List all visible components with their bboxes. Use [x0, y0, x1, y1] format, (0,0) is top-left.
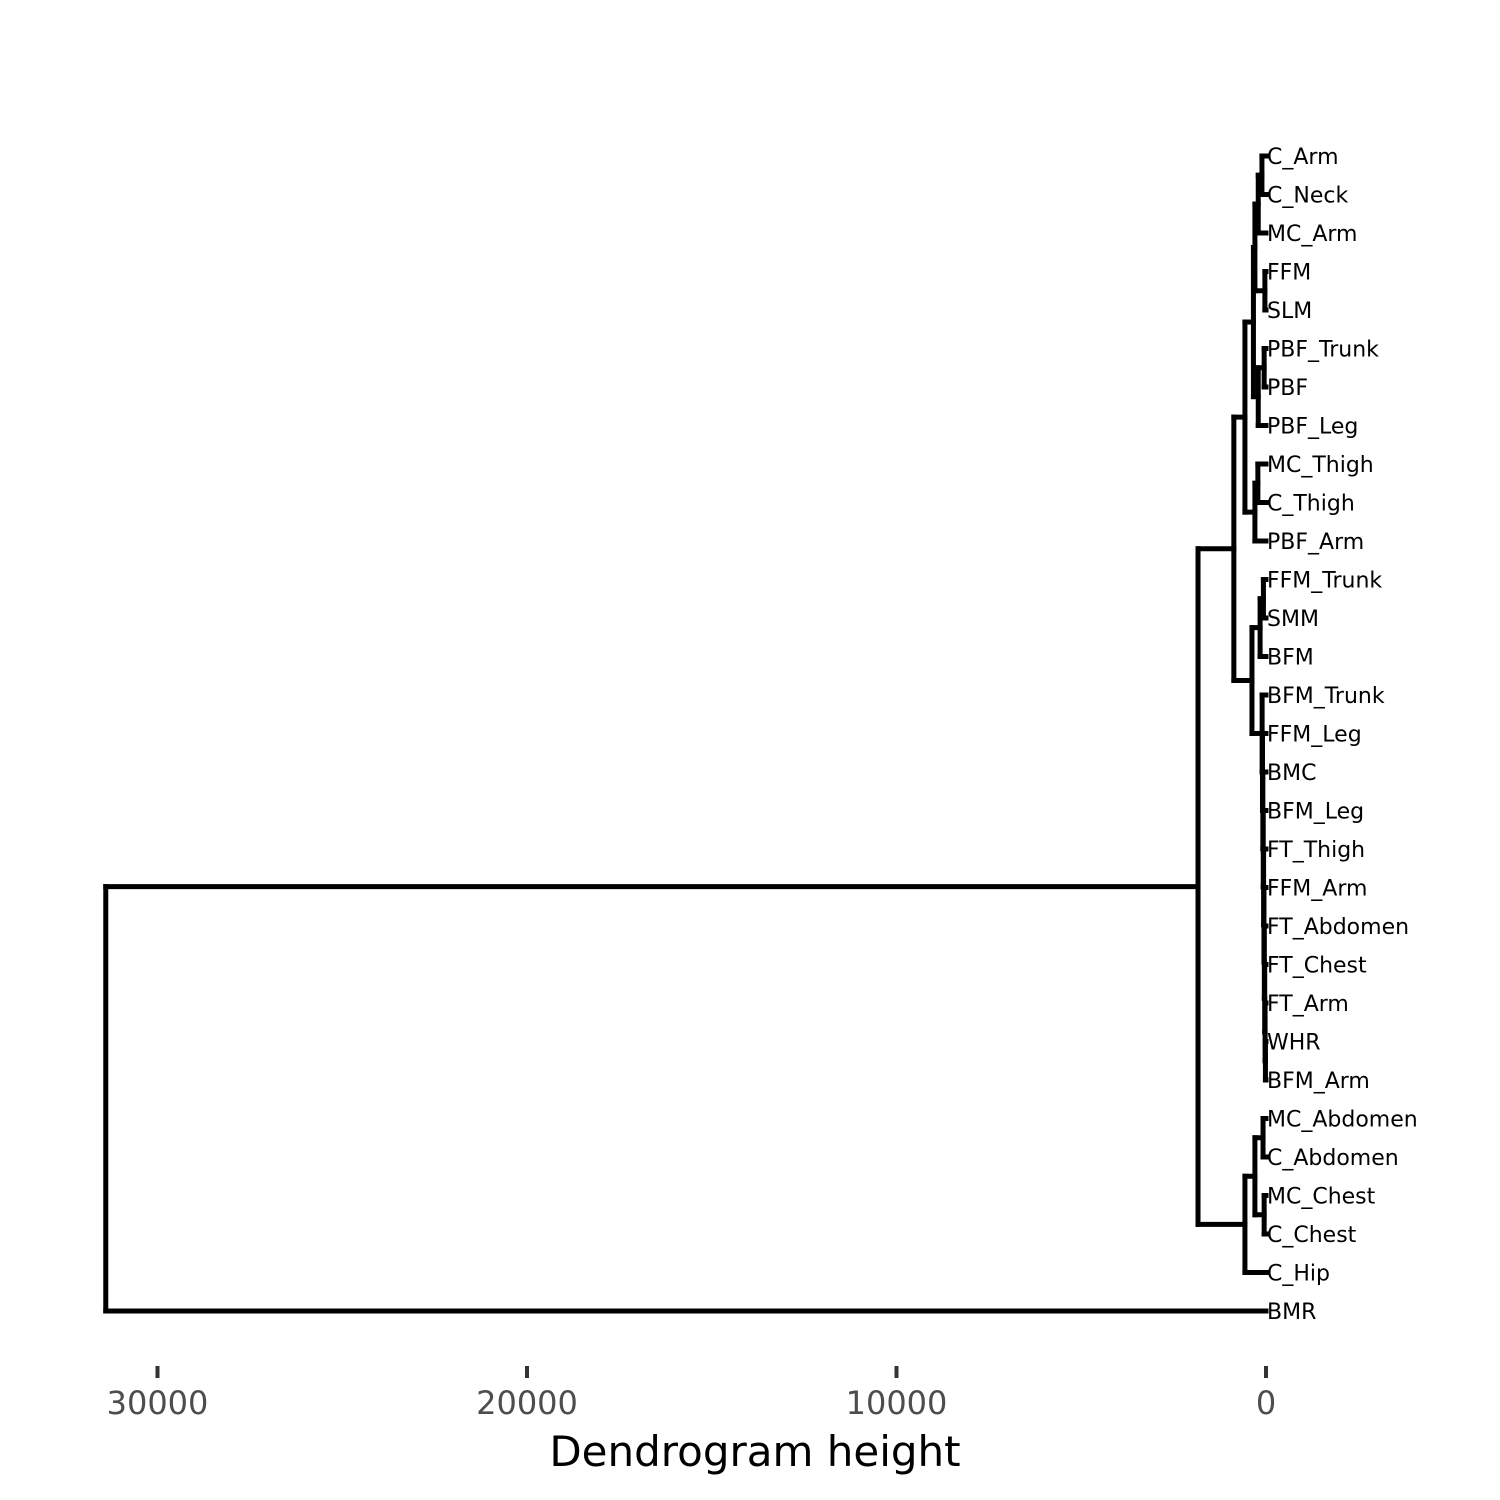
x-tick-label: 10000	[846, 1384, 948, 1422]
leaf-label: FFM	[1267, 261, 1311, 286]
leaf-label: BFM_Leg	[1267, 800, 1364, 825]
dendrogram-branches	[103, 153, 1269, 1314]
leaf-label: C_Abdomen	[1267, 1146, 1399, 1171]
leaf-label: FT_Abdomen	[1267, 915, 1409, 940]
leaf-label: FFM_Trunk	[1267, 569, 1382, 594]
x-axis-title: Dendrogram height	[549, 1427, 960, 1476]
leaf-label: SMM	[1267, 607, 1319, 632]
leaf-label: SLM	[1267, 299, 1312, 324]
leaf-label: FFM_Arm	[1267, 877, 1367, 902]
leaf-label: FFM_Leg	[1267, 723, 1362, 748]
leaf-label: FT_Arm	[1267, 992, 1349, 1017]
x-tick-label: 20000	[476, 1384, 578, 1422]
leaf-label: BMC	[1267, 761, 1316, 786]
leaf-label: MC_Thigh	[1267, 453, 1374, 478]
x-tick-label: 0	[1256, 1384, 1276, 1422]
leaf-label: PBF_Arm	[1267, 530, 1364, 555]
x-tick-label: 30000	[107, 1384, 209, 1422]
leaf-label: MC_Arm	[1267, 222, 1357, 247]
leaf-label: C_Arm	[1267, 145, 1339, 170]
leaf-label: BMR	[1267, 1300, 1316, 1325]
leaf-label: BFM	[1267, 646, 1314, 671]
leaf-label: PBF_Leg	[1267, 415, 1358, 440]
leaf-label: C_Hip	[1267, 1262, 1330, 1287]
leaf-label: WHR	[1267, 1031, 1321, 1056]
leaf-label: C_Chest	[1267, 1223, 1357, 1248]
leaf-label: C_Thigh	[1267, 492, 1355, 517]
leaf-label: PBF	[1267, 376, 1308, 401]
leaf-label: C_Neck	[1267, 184, 1348, 209]
leaf-label: MC_Abdomen	[1267, 1108, 1418, 1133]
leaf-label: BFM_Arm	[1267, 1069, 1370, 1094]
leaf-label: FT_Chest	[1267, 954, 1367, 979]
leaf-label: FT_Thigh	[1267, 838, 1365, 863]
leaf-labels: C_Arm C_Neck MC_Arm FFM SLM PBF_Trunk PBF PBF_L…	[1267, 145, 1418, 1325]
leaf-label: BFM_Trunk	[1267, 684, 1385, 709]
x-axis: 30000 20000 10000 0	[107, 1366, 1276, 1422]
leaf-label: PBF_Trunk	[1267, 338, 1379, 363]
leaf-label: MC_Chest	[1267, 1185, 1376, 1210]
